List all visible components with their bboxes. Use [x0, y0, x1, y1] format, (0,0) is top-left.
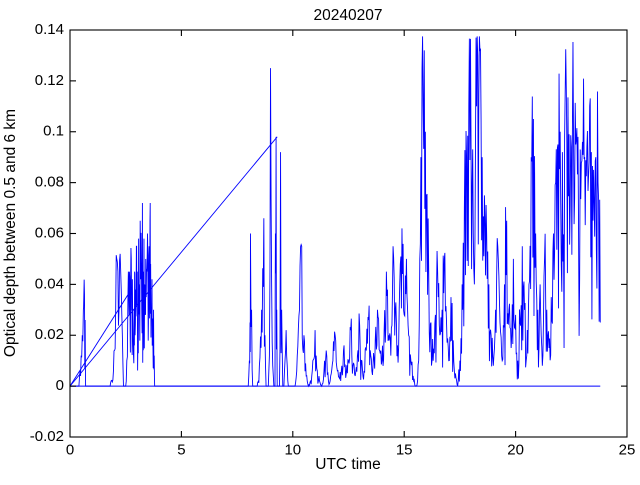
axis-tick-labels-group: 0 5 10 15 20 25-0.0200.020.040.060.080.10.120… [30, 21, 636, 458]
x-tick-label-3: 15 [396, 441, 413, 458]
y-tick-label-5: 0.08 [35, 174, 64, 191]
y-tick-label-2: 0.02 [35, 326, 64, 343]
y-axis-label: Optical depth between 0.5 and 6 km [2, 109, 19, 357]
y-tick-label-8: 0.14 [35, 21, 64, 38]
series-ramp2-optical_depth [69, 289, 132, 387]
y-tick-label-6: 0.1 [43, 123, 64, 140]
y-tick-label-1: 0 [56, 377, 64, 394]
y-tick-label-7: 0.12 [35, 72, 64, 89]
x-tick-label-5: 25 [619, 441, 636, 458]
series-line-optical_depth [70, 36, 601, 388]
x-tick-label-2: 10 [284, 441, 301, 458]
x-tick-label-0: 0 [66, 441, 74, 458]
x-tick-label-1: 5 [177, 441, 185, 458]
y-tick-label-4: 0.06 [35, 224, 64, 241]
y-tick-label-0: -0.02 [30, 428, 64, 445]
data-series-group [69, 36, 601, 388]
chart-title: 20240207 [314, 7, 383, 24]
series-ramp-optical_depth [69, 136, 278, 387]
x-axis-label: UTC time [315, 456, 380, 473]
x-tick-label-4: 20 [507, 441, 524, 458]
axis-ticks-group [70, 30, 627, 437]
plot-background [70, 30, 627, 437]
y-tick-label-3: 0.04 [35, 275, 64, 292]
